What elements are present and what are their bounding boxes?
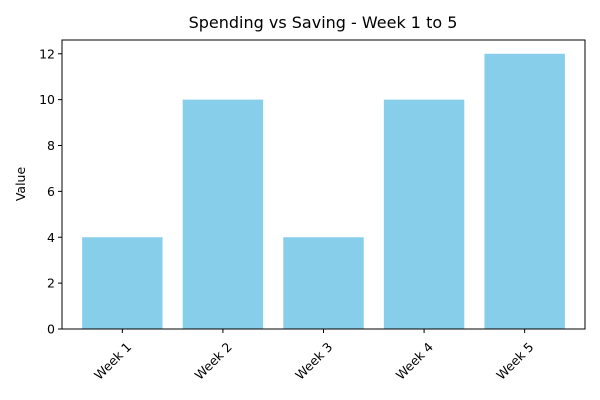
bar-5 (484, 53, 565, 330)
bar-3 (283, 237, 364, 329)
bars-group (82, 53, 565, 330)
bar-1 (82, 237, 163, 329)
y-tick-label: 4 (47, 230, 55, 245)
y-axis-ticks: 0 2 4 6 8 10 12 (39, 46, 62, 337)
bar-4 (383, 99, 465, 329)
x-tick-label: Week 2 (192, 339, 235, 382)
y-axis-label: Value (13, 167, 28, 202)
y-tick-label: 8 (47, 138, 55, 153)
y-tick-label: 12 (39, 46, 55, 61)
y-tick-label: 6 (47, 184, 55, 199)
plot-frame (61, 39, 586, 330)
x-tick-label: Week 3 (292, 339, 335, 382)
x-tick-label: Week 4 (393, 339, 436, 382)
y-tick-label: 10 (39, 92, 55, 107)
axes-spines (61, 39, 586, 330)
y-tick-label: 2 (47, 276, 55, 291)
x-tick-label: Week 1 (91, 339, 134, 382)
x-tick-label: Week 5 (493, 339, 536, 382)
y-tick-label: 0 (47, 322, 55, 337)
chart-title: Spending vs Saving - Week 1 to 5 (189, 13, 458, 32)
x-axis-ticks: Week 1 Week 2 Week 3 Week 4 Week 5 (91, 329, 537, 383)
bar-2 (182, 99, 264, 329)
